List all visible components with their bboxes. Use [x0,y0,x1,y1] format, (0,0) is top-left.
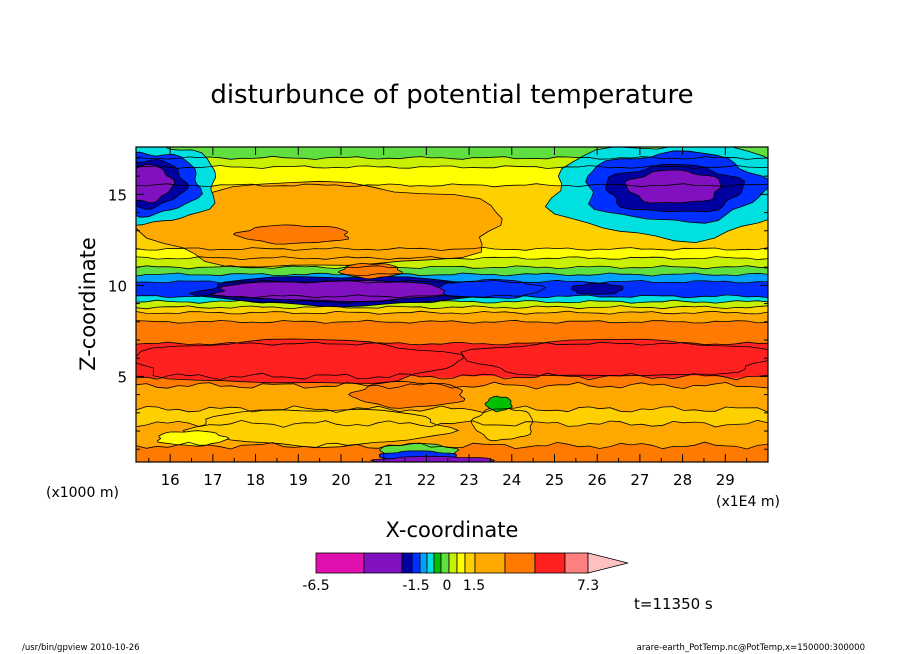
colorbar-swatch [315,552,365,574]
x-tick-label: 19 [289,471,308,489]
contour-line [136,272,768,277]
x-tick-label: 23 [460,471,479,489]
x-tick-label: 26 [588,471,607,489]
contour-region [571,283,624,295]
x-axis-label: X-coordinate [386,518,519,542]
contour-region [347,380,466,409]
contour-line [136,381,768,390]
x-tick-label: 21 [374,471,393,489]
x-tick-label: 20 [331,471,350,489]
contour-line [136,164,768,169]
colorbar-label: 0 [443,578,452,594]
time-label: t=11350 s [634,595,713,613]
contour-line [136,441,768,450]
colorbar-label: 7.3 [577,578,599,594]
contour-line [136,265,768,270]
contour-line [136,294,768,299]
contour-line [136,419,768,428]
contour-regions [136,147,768,462]
colorbar-swatch [534,552,566,574]
colorbar-swatch [464,552,476,574]
chart-title: disturbunce of potential temperature [210,80,693,110]
x-tick-label: 18 [246,471,265,489]
contour-region [484,395,513,413]
colorbar [315,552,629,574]
contour-line [136,405,768,414]
y-axis-ticks: 5 10 15 [108,157,768,450]
contour-line [136,341,768,346]
colorbar-label: 1.5 [463,578,485,594]
footer-left: /usr/bin/gpview 2010-10-26 [22,643,140,653]
colorbar-swatch [363,552,403,574]
x-tick-label: 16 [161,471,180,489]
contour-region [470,406,534,442]
y-tick-label: 15 [108,186,127,204]
contour-line [136,183,768,188]
colorbar-arrow [587,552,629,574]
contour-region [232,224,349,245]
x-tick-label: 29 [716,471,735,489]
y-axis-unit: (x1000 m) [46,485,119,501]
footer-right: arare-earth_PotTemp.nc@PotTemp,x=150000:… [637,643,865,653]
colorbar-swatch [411,552,421,574]
colorbar-swatch [426,552,435,574]
colorbar-swatch [474,552,506,574]
plot-area [136,147,768,462]
contour-line [136,279,768,284]
colorbar-swatch [440,552,450,574]
x-tick-label: 24 [502,471,521,489]
contour-lines [136,155,768,450]
contour-region [182,408,460,449]
contour-region [369,455,496,462]
y-tick-label: 10 [108,277,127,295]
x-tick-label: 27 [630,471,649,489]
colorbar-swatch [448,552,458,574]
contour-line [136,372,768,381]
x-tick-label: 25 [545,471,564,489]
colorbar-swatch [401,552,413,574]
y-tick-label: 5 [117,368,127,386]
x-tick-label: 22 [417,471,436,489]
colorbar-label: -1.5 [402,578,429,594]
x-axis-unit: (x1E4 m) [716,494,780,510]
contour-line [136,319,768,324]
colorbar-label: -6.5 [302,578,329,594]
colorbar-swatch [504,552,536,574]
contour-line [136,310,768,315]
y-axis-label: Z-coordinate [76,237,100,371]
contour-region [136,163,175,204]
contour-line [136,155,768,160]
colorbar-swatch [433,552,442,574]
colorbar-labels: -6.5 -1.5 0 1.5 7.3 [302,578,599,594]
x-axis-ticks: 16 17 18 19 20 21 22 23 24 25 26 27 28 29 [148,147,748,489]
contour-line [136,246,768,251]
contour-region [156,430,230,447]
colorbar-swatch [419,552,428,574]
contour-region [136,180,503,268]
contour-region [438,278,547,299]
colorbar-swatch [564,552,589,574]
contour-region [624,169,722,204]
x-tick-label: 17 [203,471,222,489]
colorbar-swatch [456,552,466,574]
contour-line [136,256,768,261]
contour-line [136,305,768,310]
plot-frame [135,146,769,463]
x-tick-label: 28 [673,471,692,489]
contour-line [136,299,768,304]
